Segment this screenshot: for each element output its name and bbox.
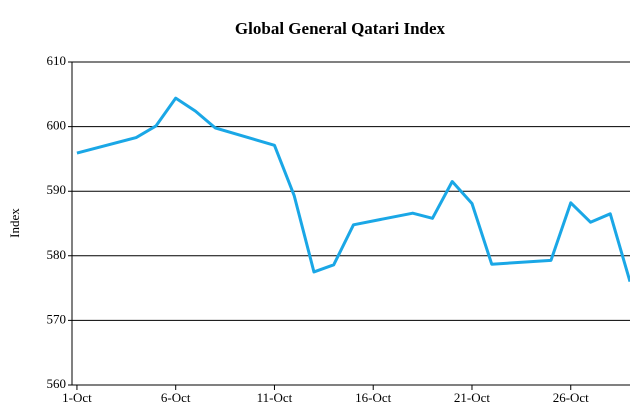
y-tick-label: 600 — [47, 118, 67, 133]
y-tick-label: 590 — [47, 182, 67, 197]
x-tick-label: 6-Oct — [161, 390, 191, 405]
x-tick-label: 16-Oct — [355, 390, 391, 405]
y-axis-label: Index — [7, 208, 22, 238]
y-tick-label: 570 — [47, 311, 67, 326]
y-tick-label: 610 — [47, 53, 67, 68]
y-tick-label: 580 — [47, 247, 67, 262]
x-tick-label: 21-Oct — [454, 390, 490, 405]
x-tick-label: 1-Oct — [62, 390, 92, 405]
x-tick-label: 11-Oct — [257, 390, 293, 405]
y-tick-label: 560 — [47, 376, 67, 391]
x-tick-label: 26-Oct — [553, 390, 589, 405]
chart-title: Global General Qatari Index — [235, 19, 446, 38]
line-series — [76, 96, 630, 283]
